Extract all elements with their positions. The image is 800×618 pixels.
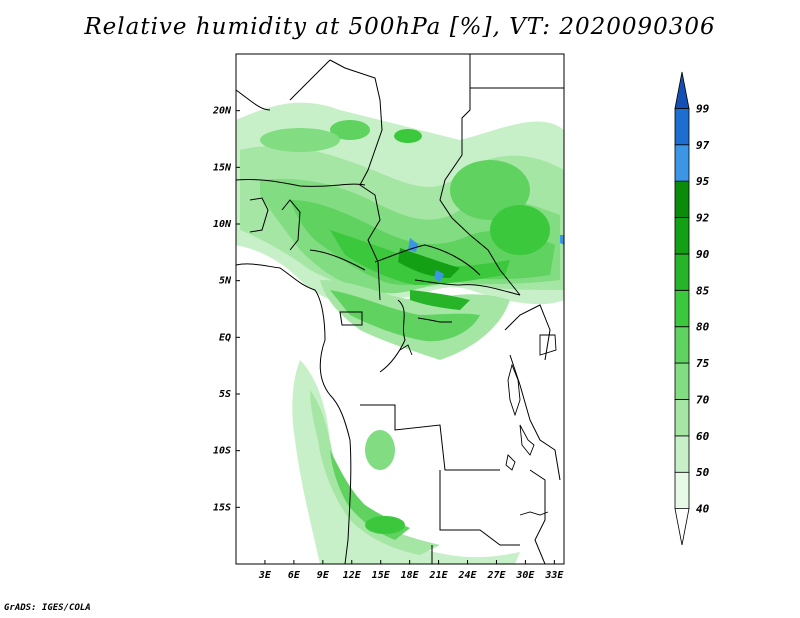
colorbar-swatch bbox=[674, 71, 690, 109]
colorbar-swatch bbox=[674, 326, 690, 364]
country-boundaries bbox=[236, 54, 564, 564]
lat-tick-label: 15S bbox=[213, 502, 231, 513]
colorbar-swatch bbox=[674, 435, 690, 473]
lon-tick-label: 27E bbox=[486, 570, 506, 581]
latitude-labels: 20N 15N 10N 5N EQ 5S 10S 15S bbox=[212, 106, 240, 513]
colorbar-swatch bbox=[674, 362, 690, 400]
colorbar-label: 90 bbox=[696, 248, 710, 261]
lon-tick-label: 18E bbox=[401, 570, 420, 581]
colorbar-swatch bbox=[674, 253, 690, 291]
lat-tick-label: 5S bbox=[219, 389, 231, 400]
lon-tick-label: 12E bbox=[343, 570, 362, 581]
lat-tick-label: 15N bbox=[213, 162, 232, 173]
colorbar-swatch bbox=[674, 180, 690, 218]
colorbar-label: 60 bbox=[696, 430, 710, 443]
lon-tick-label: 24E bbox=[457, 570, 477, 581]
colorbar-label: 40 bbox=[696, 503, 710, 516]
lon-tick-label: 3E bbox=[258, 570, 272, 581]
longitude-labels: 3E 6E 9E 12E 15E 18E 21E 24E 27E 30E 33E bbox=[258, 560, 564, 581]
colorbar-swatch bbox=[674, 217, 690, 255]
lakes bbox=[399, 317, 557, 516]
colorbar-label: 85 bbox=[696, 284, 710, 297]
colorbar-swatch bbox=[674, 508, 690, 546]
lon-tick-label: 30E bbox=[515, 570, 535, 581]
colorbar-label: 92 bbox=[696, 212, 710, 225]
humidity-field-central bbox=[320, 280, 510, 360]
colorbar-label: 75 bbox=[696, 357, 710, 370]
colorbar-swatch bbox=[674, 107, 690, 146]
colorbar-label: 50 bbox=[696, 466, 710, 479]
footer-credit: GrADS: IGES/COLA bbox=[4, 603, 91, 613]
colorbar-swatch bbox=[674, 471, 690, 510]
colorbar-swatch bbox=[674, 399, 690, 437]
lat-tick-label: 5N bbox=[219, 276, 232, 287]
lon-tick-label: 9E bbox=[317, 570, 330, 581]
map-frame bbox=[235, 53, 565, 565]
lat-tick-label: 10N bbox=[213, 219, 232, 230]
lon-tick-label: 33E bbox=[544, 570, 564, 581]
colorbar-label: 70 bbox=[696, 393, 710, 406]
page-title: Relative humidity at 500hPa [%], VT: 202… bbox=[84, 14, 716, 40]
colorbar-label: 80 bbox=[696, 321, 710, 334]
lat-tick-label: 10S bbox=[213, 446, 231, 457]
humidity-field-north bbox=[236, 102, 564, 305]
lon-tick-label: 21E bbox=[429, 570, 449, 581]
lon-tick-label: 6E bbox=[288, 570, 301, 581]
lon-tick-label: 15E bbox=[372, 570, 391, 581]
lat-tick-label: 20N bbox=[212, 106, 232, 117]
colorbar-label: 95 bbox=[696, 175, 710, 188]
colorbar-label: 99 bbox=[696, 102, 710, 115]
colorbar-swatch bbox=[674, 289, 690, 328]
lat-tick-label: EQ bbox=[219, 332, 231, 343]
humidity-field-max bbox=[408, 235, 564, 282]
colorbar-swatch bbox=[674, 144, 690, 182]
colorbar-label: 97 bbox=[696, 139, 710, 152]
